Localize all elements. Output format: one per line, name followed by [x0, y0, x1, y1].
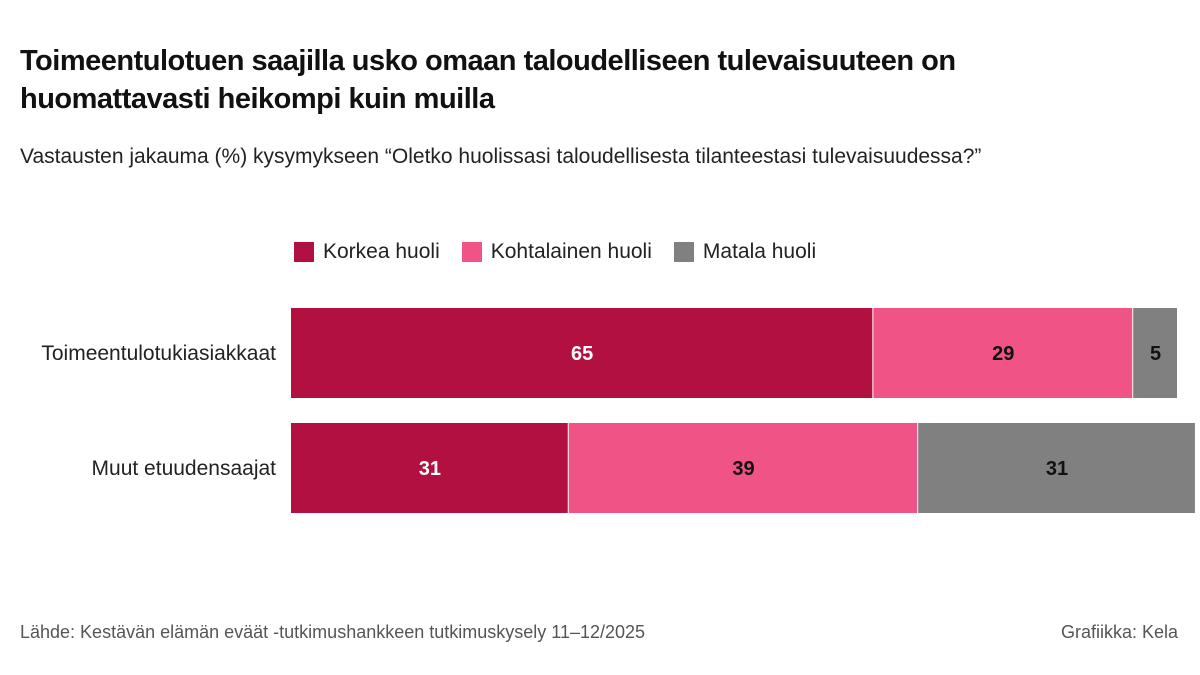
bar-segment: [568, 423, 918, 513]
category-label: Muut etuudensaajat: [92, 457, 277, 480]
legend-label: Matala huoli: [702, 240, 817, 263]
bar-segment: [1133, 308, 1177, 398]
legend-swatch: [673, 242, 694, 262]
legend-label: Korkea huoli: [323, 240, 440, 263]
legend-label: Kohtalainen huoli: [490, 240, 652, 263]
legend-item: Kohtalainen huoli: [461, 240, 652, 264]
data-label: 65: [571, 343, 593, 365]
legend-swatch: [294, 242, 314, 262]
legend-item: Korkea huoli: [294, 240, 440, 264]
chart-title: Toimeentulotuen saajilla usko omaan talo…: [20, 45, 956, 115]
chart-subtitle: Vastausten jakauma (%) kysymykseen “Olet…: [20, 145, 982, 168]
graphics-credit: Grafiikka: Kela: [1060, 622, 1178, 642]
category-label: Toimeentulotukiasiakkaat: [41, 342, 276, 365]
bar-segment: [918, 423, 1195, 513]
data-label: 5: [1150, 343, 1161, 365]
data-label: 31: [1046, 458, 1068, 480]
data-label: 39: [732, 458, 754, 480]
stacked-bar-chart: Toimeentulotukiasiakkaat 65 29 5 Muut etuude…: [41, 308, 1195, 513]
chart-legend: Korkea huoli Kohtalainen huoli Matala huol…: [294, 236, 838, 268]
data-label: 31: [419, 458, 441, 480]
bar-segment: [873, 308, 1133, 398]
source-note: Lähde: Kestävän elämän eväät -tutkimusha…: [20, 622, 646, 642]
legend-swatch: [461, 242, 482, 262]
legend-item: Matala huoli: [673, 240, 817, 264]
data-label: 29: [992, 343, 1014, 365]
bar-segment: [291, 423, 568, 513]
bar-segment: [291, 308, 873, 398]
